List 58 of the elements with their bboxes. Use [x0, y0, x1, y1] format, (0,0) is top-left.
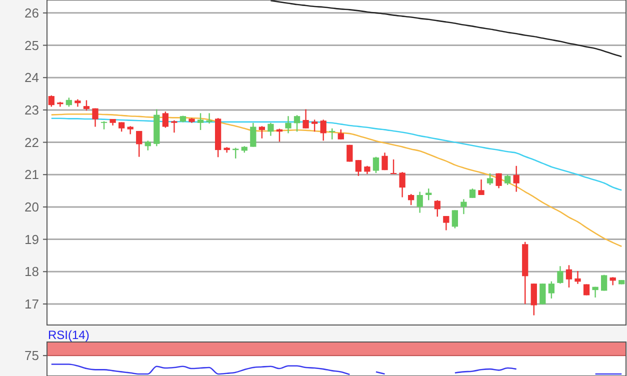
candlestick — [399, 171, 406, 198]
y-tick-label: 18 — [24, 264, 39, 280]
candlestick — [302, 108, 309, 129]
y-tick-label: 25 — [24, 38, 39, 53]
candlestick — [250, 122, 256, 148]
candlestick — [136, 130, 142, 158]
candlestick — [434, 200, 440, 218]
y-tick-label: 26 — [24, 5, 39, 20]
candlestick — [530, 283, 537, 316]
candlestick — [557, 266, 564, 284]
y-tick-label: 23 — [24, 102, 39, 118]
candlestick — [496, 172, 502, 189]
y-tick-label: 20 — [24, 200, 39, 215]
candlestick — [118, 122, 125, 132]
candlestick — [426, 188, 432, 201]
candlestick — [452, 210, 458, 229]
candlestick — [144, 140, 151, 151]
candlestick — [416, 191, 423, 214]
y-tick-label: 21 — [24, 167, 39, 182]
candlestick — [285, 115, 292, 134]
y-tick-label: 24 — [24, 70, 39, 86]
candlestick — [486, 172, 494, 186]
candlestick — [320, 119, 326, 142]
candlestick — [478, 178, 484, 196]
candlestick — [540, 283, 546, 305]
candlestick — [329, 128, 336, 140]
candlestick — [206, 112, 212, 124]
candlestick — [48, 94, 54, 108]
candlestick — [382, 152, 388, 171]
candlestick — [460, 198, 467, 215]
candlestick — [574, 270, 581, 285]
candlestick — [197, 112, 204, 131]
candlestick — [338, 128, 344, 140]
candlestick — [548, 280, 554, 300]
candlestick — [258, 126, 265, 140]
candlestick — [408, 193, 414, 206]
candlestick — [504, 174, 511, 186]
candlestick — [92, 108, 98, 128]
candlestick — [83, 100, 90, 112]
y-tick-label: 19 — [24, 232, 39, 247]
candlestick — [66, 97, 72, 108]
candlestick — [443, 215, 450, 231]
line-series — [270, 0, 622, 58]
candlestick — [372, 156, 380, 174]
candlestick — [268, 122, 274, 136]
candlestick — [312, 119, 318, 132]
candlestick — [513, 165, 520, 192]
candlestick — [171, 120, 178, 134]
candlestick — [390, 158, 397, 174]
candlestick — [294, 114, 300, 132]
band-label: 75 — [24, 348, 39, 364]
candlestick — [162, 110, 168, 128]
chart-title: RSI(14) — [48, 328, 90, 342]
candlestick — [469, 188, 476, 199]
y-tick-label: 17 — [24, 296, 39, 312]
candlestick — [566, 264, 572, 288]
y-tick-label: 22 — [24, 134, 39, 150]
candlestick — [355, 159, 362, 177]
